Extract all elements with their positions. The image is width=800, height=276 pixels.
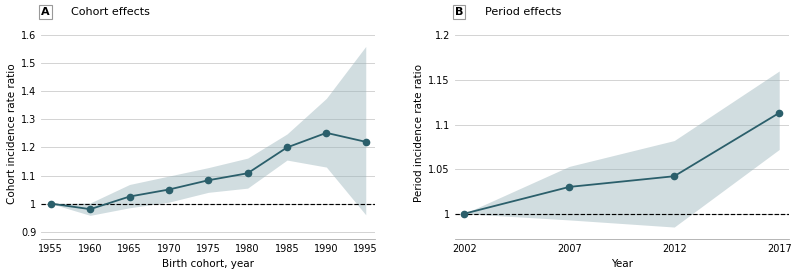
Y-axis label: Cohort incidence rate ratio: Cohort incidence rate ratio	[7, 63, 17, 204]
Text: Cohort effects: Cohort effects	[71, 7, 150, 17]
X-axis label: Year: Year	[610, 259, 633, 269]
Y-axis label: Period incidence rate ratio: Period incidence rate ratio	[414, 64, 424, 202]
Text: Period effects: Period effects	[485, 7, 562, 17]
X-axis label: Birth cohort, year: Birth cohort, year	[162, 259, 254, 269]
Text: A: A	[42, 7, 50, 17]
Text: B: B	[454, 7, 463, 17]
